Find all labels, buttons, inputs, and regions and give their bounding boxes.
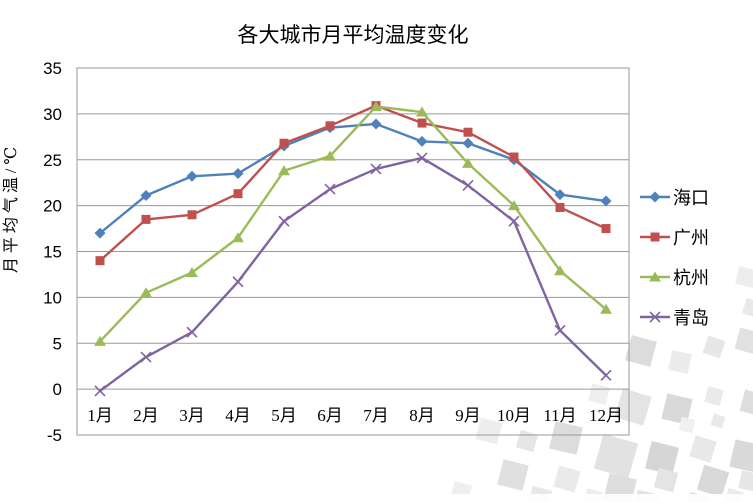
marker-haikou bbox=[416, 135, 428, 147]
marker-qingdao bbox=[232, 276, 244, 288]
marker-haikou bbox=[94, 227, 106, 239]
legend-marker-qingdao bbox=[649, 311, 661, 323]
marker-guangzhou bbox=[509, 152, 519, 162]
marker-qingdao bbox=[370, 163, 382, 175]
marker-guangzhou bbox=[601, 224, 611, 234]
marker-hangzhou bbox=[508, 200, 520, 211]
legend-marker-hangzhou bbox=[649, 271, 661, 282]
x-tick-label: 3月 bbox=[179, 406, 205, 425]
x-tick-label: 7月 bbox=[363, 406, 389, 425]
marker-guangzhou bbox=[95, 256, 105, 266]
legend-label-qingdao: 青岛 bbox=[673, 308, 709, 328]
series-line-guangzhou bbox=[98, 104, 608, 262]
marker-guangzhou bbox=[463, 127, 473, 137]
legend-marker-haikou bbox=[649, 191, 661, 203]
marker-guangzhou bbox=[279, 138, 289, 148]
series-line-hangzhou bbox=[98, 105, 608, 343]
marker-guangzhou bbox=[141, 214, 151, 224]
marker-hangzhou bbox=[186, 267, 198, 278]
marker-hangzhou bbox=[600, 303, 612, 314]
marker-qingdao bbox=[278, 215, 290, 227]
marker-qingdao bbox=[416, 152, 428, 164]
marker-haikou bbox=[554, 189, 566, 201]
marker-qingdao bbox=[554, 324, 566, 336]
marker-qingdao bbox=[324, 183, 336, 195]
x-tick-label: 1月 bbox=[87, 406, 113, 425]
legend-label-guangzhou: 广州 bbox=[673, 228, 709, 248]
x-tick-label: 6月 bbox=[317, 406, 343, 425]
y-tick-label: 10 bbox=[43, 288, 62, 307]
marker-haikou bbox=[186, 170, 198, 182]
marker-hangzhou bbox=[324, 150, 336, 161]
x-tick-label: 8月 bbox=[409, 406, 435, 425]
marker-qingdao bbox=[462, 179, 474, 192]
marker-guangzhou bbox=[233, 189, 243, 199]
marker-hangzhou bbox=[94, 335, 106, 346]
x-tick-label: 5月 bbox=[271, 406, 297, 425]
y-tick-label: 15 bbox=[43, 243, 62, 262]
x-tick-label: 9月 bbox=[455, 406, 481, 425]
marker-qingdao bbox=[94, 385, 106, 397]
marker-haikou bbox=[232, 168, 244, 180]
marker-hangzhou bbox=[554, 265, 566, 276]
y-tick-label: 5 bbox=[53, 334, 62, 353]
legend-label-hangzhou: 杭州 bbox=[673, 268, 709, 288]
plot-border bbox=[76, 67, 630, 436]
marker-guangzhou bbox=[417, 118, 427, 128]
legend-marker-guangzhou bbox=[650, 232, 660, 242]
series-layer bbox=[94, 101, 612, 397]
legend-label-haikou: 海口 bbox=[673, 188, 709, 208]
y-tick-label: 20 bbox=[43, 197, 62, 216]
marker-guangzhou bbox=[187, 210, 197, 220]
legend: 海口 广州 杭州 青岛 bbox=[640, 188, 709, 328]
marker-qingdao bbox=[140, 351, 152, 363]
marker-hangzhou bbox=[370, 101, 382, 112]
series-line-qingdao bbox=[98, 156, 608, 393]
axis-labels: -5 0 5 10 15 20 25 30 35 1月 2月 3月 4月 5月 6月 7月 8月 9月 10月 11月… bbox=[43, 59, 623, 445]
y-tick-label: 0 bbox=[53, 380, 62, 399]
marker-hangzhou bbox=[140, 287, 152, 298]
marker-haikou bbox=[600, 195, 612, 207]
y-tick-label: 25 bbox=[43, 151, 62, 170]
y-axis-title: 月平均气温/℃ bbox=[2, 143, 20, 273]
marker-qingdao bbox=[186, 326, 198, 338]
x-tick-label: 2月 bbox=[133, 406, 159, 425]
chart-title: 各大城市月平均温度变化 bbox=[238, 23, 469, 47]
marker-qingdao bbox=[600, 369, 612, 381]
marker-hangzhou bbox=[416, 106, 428, 117]
x-tick-label: 10月 bbox=[497, 406, 531, 425]
marker-haikou bbox=[462, 137, 474, 149]
marker-haikou bbox=[140, 190, 152, 202]
y-tick-label: 30 bbox=[43, 105, 62, 124]
marker-guangzhou bbox=[325, 121, 335, 131]
marker-guangzhou bbox=[555, 202, 565, 212]
x-tick-label: 12月 bbox=[589, 406, 623, 425]
marker-hangzhou bbox=[232, 232, 244, 243]
y-tick-label: 35 bbox=[43, 59, 62, 78]
marker-qingdao bbox=[508, 215, 520, 227]
marker-hangzhou bbox=[278, 165, 290, 176]
marker-haikou bbox=[370, 118, 382, 130]
x-tick-label: 11月 bbox=[543, 406, 576, 425]
bottom-white-band bbox=[0, 494, 753, 502]
marker-hangzhou bbox=[462, 157, 474, 168]
x-tick-label: 4月 bbox=[225, 406, 251, 425]
gridlines bbox=[76, 67, 630, 436]
y-tick-label: -5 bbox=[47, 426, 62, 445]
